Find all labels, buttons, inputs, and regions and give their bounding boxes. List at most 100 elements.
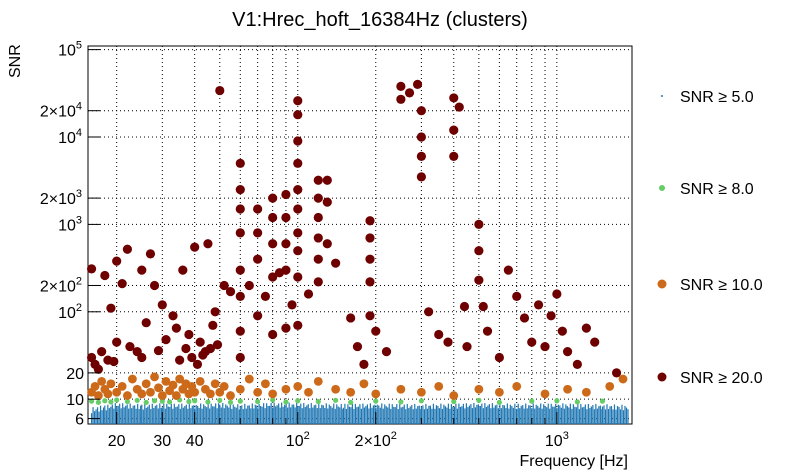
data-point	[145, 249, 156, 259]
data-point	[225, 287, 236, 297]
data-point	[293, 110, 303, 120]
data-point	[268, 389, 278, 399]
data-point	[102, 398, 108, 404]
series-0	[90, 402, 629, 424]
data-point	[293, 228, 303, 238]
data-point	[161, 376, 171, 386]
y-tick-label: 2×103	[40, 188, 82, 208]
data-point	[331, 258, 341, 268]
x-axis-label: Frequency [Hz]	[520, 453, 628, 470]
data-point	[203, 239, 213, 249]
data-point	[313, 193, 323, 203]
data-point	[496, 399, 502, 405]
data-point	[268, 329, 278, 340]
data-point	[281, 323, 291, 333]
data-point	[122, 244, 133, 254]
data-point	[581, 323, 591, 333]
data-point	[540, 341, 550, 352]
data-point	[235, 185, 245, 195]
data-point	[178, 265, 188, 275]
data-point	[134, 397, 140, 403]
data-point	[346, 313, 356, 323]
data-point	[449, 391, 459, 400]
data-point	[396, 81, 406, 91]
data-point	[412, 79, 423, 89]
data-point	[219, 382, 229, 391]
data-point	[153, 345, 164, 356]
data-point	[235, 204, 245, 214]
data-point	[117, 382, 127, 391]
data-point	[313, 254, 323, 264]
data-point	[195, 337, 205, 347]
data-point	[112, 256, 122, 266]
data-point	[365, 254, 375, 264]
data-point	[365, 233, 375, 243]
data-point	[424, 307, 434, 317]
data-point	[416, 172, 426, 182]
data-point	[365, 311, 375, 321]
data-point	[293, 382, 303, 391]
data-point	[219, 280, 229, 291]
data-point	[146, 387, 155, 397]
plot-area	[87, 45, 633, 425]
data-point	[103, 389, 113, 399]
data-point	[618, 374, 628, 384]
data-point	[611, 368, 622, 378]
data-point	[283, 399, 289, 405]
data-point	[449, 125, 459, 135]
data-point	[149, 280, 160, 291]
data-point	[157, 391, 167, 400]
data-point	[494, 352, 504, 363]
data-point	[106, 303, 116, 313]
data-point	[141, 379, 151, 389]
data-point	[449, 93, 459, 103]
data-point	[171, 391, 181, 400]
series-1	[88, 397, 606, 405]
data-point	[97, 376, 107, 386]
data-point	[235, 291, 245, 302]
data-point	[293, 272, 303, 282]
data-point	[184, 329, 194, 340]
data-point	[137, 389, 147, 399]
data-point	[268, 272, 278, 282]
data-point	[315, 398, 321, 405]
data-point	[322, 197, 332, 207]
y-tick-label: 10	[66, 392, 84, 409]
data-point	[503, 265, 513, 275]
data-point	[260, 291, 271, 302]
data-point	[141, 318, 151, 328]
data-point	[371, 389, 381, 399]
data-point	[124, 398, 131, 405]
y-tick-label: 6	[75, 412, 84, 429]
data-point	[333, 397, 339, 403]
data-point	[295, 398, 301, 404]
legend-label: SNR ≥ 20.0	[680, 370, 763, 387]
data-point	[459, 301, 470, 312]
data-point	[253, 387, 263, 397]
data-point	[365, 277, 375, 287]
data-point	[287, 300, 297, 310]
data-point	[322, 175, 332, 185]
data-point	[114, 397, 120, 403]
data-point	[281, 239, 291, 249]
data-point	[166, 399, 173, 405]
data-point	[293, 246, 303, 256]
data-point	[519, 313, 530, 323]
data-point	[253, 204, 263, 214]
data-point	[303, 289, 314, 299]
data-point	[181, 343, 191, 354]
data-point	[331, 384, 341, 394]
data-point	[175, 355, 185, 365]
series-2	[87, 372, 628, 400]
data-point	[281, 212, 291, 223]
data-point	[108, 399, 114, 405]
data-point	[416, 132, 426, 142]
y-tick-label: 102	[58, 302, 82, 322]
data-point	[474, 275, 484, 285]
data-point	[253, 228, 263, 238]
legend-label: SNR ≥ 8.0	[680, 181, 754, 198]
y-axis-label: SNR	[7, 44, 24, 78]
data-point	[348, 399, 354, 405]
data-point	[125, 341, 135, 352]
data-point	[186, 398, 192, 405]
